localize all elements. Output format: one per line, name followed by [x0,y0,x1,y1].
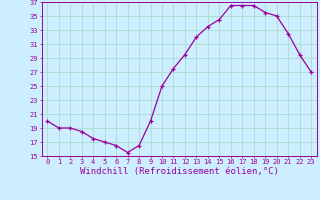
X-axis label: Windchill (Refroidissement éolien,°C): Windchill (Refroidissement éolien,°C) [80,167,279,176]
